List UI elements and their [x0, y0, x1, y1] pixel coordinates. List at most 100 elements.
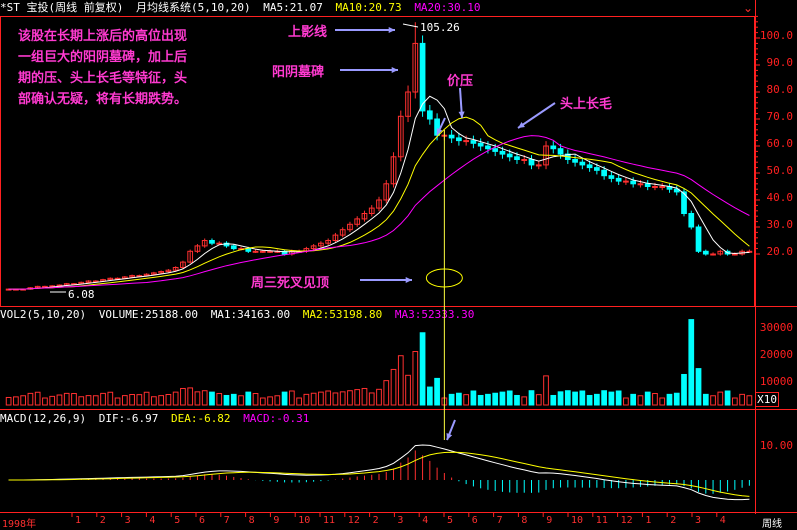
- volume-bar: [274, 395, 281, 406]
- volume-bar: [151, 396, 157, 406]
- volume-bar: [681, 373, 687, 406]
- price-header: *ST 宝投(周线 前复权) 月均线系统(5,10,20) MA5:21.07 …: [0, 0, 487, 16]
- candle-body: [310, 245, 317, 250]
- month-tick: 9: [546, 515, 553, 526]
- volume-bar: [347, 390, 353, 406]
- volume-bar: [456, 392, 462, 406]
- price-tick: 60.0: [766, 137, 794, 150]
- volume-bar: [172, 391, 179, 406]
- candle-body: [318, 242, 324, 247]
- candle-body: [361, 213, 368, 220]
- dea-line: [8, 451, 750, 497]
- ma20-line: [8, 135, 750, 290]
- month-tick: 9: [273, 515, 280, 526]
- volume-bar: [746, 395, 753, 406]
- vol-ma2: MA2:53198.80: [302, 308, 383, 321]
- volume-bar: [499, 391, 506, 406]
- volume-bar: [129, 394, 135, 406]
- volume-bar: [623, 397, 629, 406]
- dif-line: [8, 444, 750, 501]
- candle-body: [594, 167, 600, 171]
- volume-bar: [506, 390, 513, 406]
- period-label: 周线: [762, 519, 782, 530]
- volume-bar: [56, 394, 63, 406]
- volume-bar: [180, 387, 186, 406]
- time-axis: 1998年 周线 1 2 3 4 5 6 7 8 9 10 11 12 2 3 4 5 6 7 8 9 10 11 12 1 2…: [0, 514, 797, 530]
- candle-body: [187, 250, 194, 263]
- volume-bar: [361, 387, 368, 406]
- candle-body: [521, 159, 528, 161]
- volume-bar: [630, 393, 637, 406]
- candle-body: [652, 186, 658, 188]
- intro-line: 部确认无疑，将有长期跌势。: [18, 92, 188, 107]
- month-tick: 1: [75, 515, 82, 526]
- month-tick: 2: [670, 515, 677, 526]
- volume-bar: [194, 391, 201, 406]
- volume-bar: [267, 396, 273, 406]
- volume-bar: [659, 397, 666, 406]
- candle-body: [644, 183, 651, 188]
- volume-bar: [27, 392, 34, 406]
- volume-axis: 30000 20000 10000 X10: [755, 300, 797, 410]
- long-hair-arrow: [517, 102, 556, 129]
- vol-ma3: MA3:52333.30: [394, 308, 475, 321]
- volume-bar: [514, 394, 520, 406]
- volume-value: VOLUME:25188.00: [98, 308, 199, 321]
- price-tick: 30.0: [766, 218, 794, 231]
- volume-bar: [564, 390, 571, 406]
- volume-bar: [470, 390, 477, 406]
- price-tick: 50.0: [766, 164, 794, 177]
- volume-bar: [42, 397, 48, 406]
- month-tick: 12: [347, 515, 360, 526]
- candle-body: [557, 148, 564, 155]
- volume-bar: [288, 390, 295, 406]
- intro-text: 该股在长期上涨后的高位出现 一组巨大的阳阴墓碑，加上后 期的压、头上长毛等特征，…: [18, 26, 187, 110]
- high-price-label: 105.26: [420, 21, 460, 34]
- volume-bar: [397, 355, 404, 406]
- candle-body: [107, 277, 114, 281]
- stock-title: *ST 宝投(周线 前复权): [0, 1, 124, 14]
- volume-bar: [731, 397, 738, 406]
- intro-line: 该股在长期上涨后的高位出现: [18, 29, 188, 44]
- candle-body: [615, 177, 622, 182]
- month-tick: 8: [521, 515, 528, 526]
- candle-body: [637, 183, 644, 186]
- month-tick: 3: [695, 515, 702, 526]
- candle-body: [172, 267, 179, 271]
- month-tick: 8: [248, 515, 255, 526]
- volume-bar: [230, 393, 237, 406]
- month-tick: 5: [447, 515, 454, 526]
- volume-bar: [318, 391, 324, 406]
- month-tick: 2: [372, 515, 379, 526]
- candle-body: [347, 223, 353, 231]
- candle-body: [259, 250, 266, 253]
- month-tick: 4: [149, 515, 156, 526]
- vol-ma1: MA1:34163.00: [210, 308, 291, 321]
- macd-header: MACD(12,26,9) DIF:-6.97 DEA:-6.82 MACD:-…: [0, 411, 315, 427]
- candle-body: [165, 269, 172, 273]
- chevron-down-icon[interactable]: ⌄: [742, 1, 754, 15]
- volume-bar: [688, 319, 695, 406]
- volume-bar: [572, 391, 578, 406]
- volume-bar: [85, 395, 92, 406]
- volume-bar: [310, 392, 317, 406]
- volume-bar: [209, 391, 215, 406]
- volume-bar: [739, 393, 745, 406]
- volume-bar: [702, 393, 709, 406]
- macd-axis: 10.00: [755, 410, 797, 514]
- volume-bar: [339, 391, 346, 406]
- ma10-line: [8, 116, 750, 290]
- dead-cross-arrow-head: [405, 276, 412, 284]
- candle-body: [470, 140, 477, 144]
- price-tick: 100.0: [759, 29, 793, 42]
- month-tick: 7: [223, 515, 230, 526]
- candle-body: [85, 280, 92, 283]
- volume-bar: [579, 390, 586, 406]
- volume-bar: [724, 390, 731, 406]
- volume-bar: [252, 393, 259, 406]
- volume-tick: 20000: [759, 348, 793, 361]
- candle-body: [463, 140, 470, 143]
- volume-bar: [390, 368, 397, 406]
- candle-body: [586, 164, 593, 169]
